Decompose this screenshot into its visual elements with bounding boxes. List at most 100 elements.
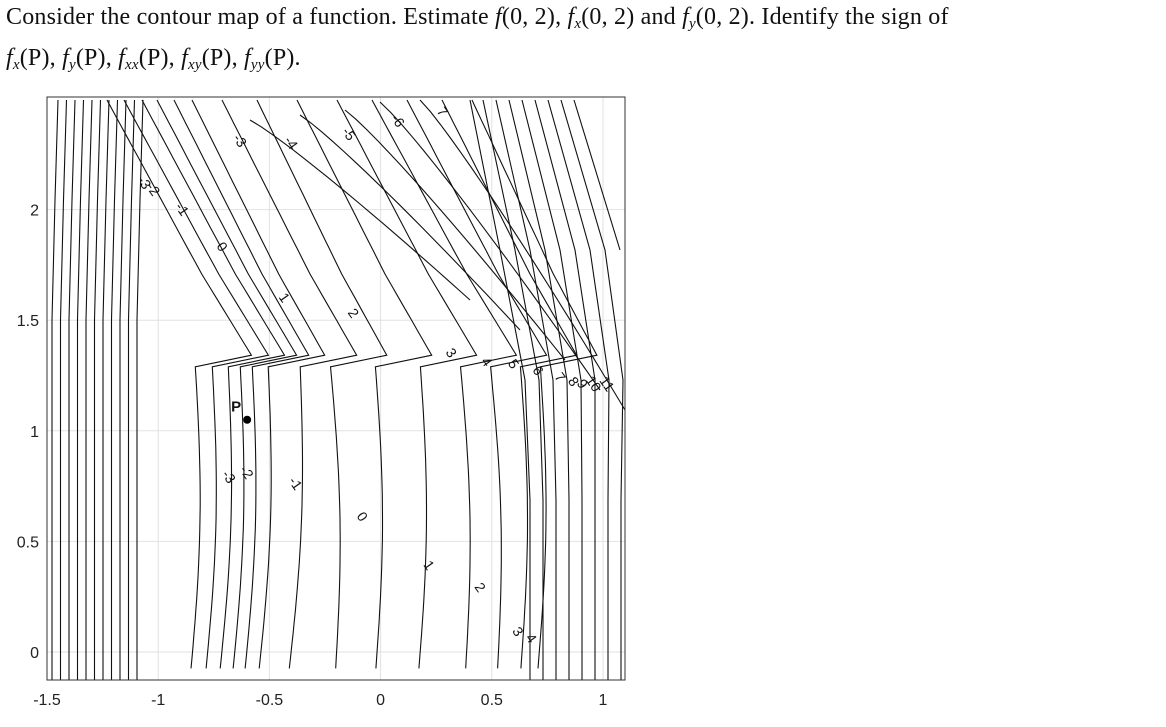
contour-line: [469, 99, 531, 680]
contour-line: [156, 99, 298, 669]
contour-label: -6: [388, 111, 408, 131]
contour-line: [102, 99, 110, 680]
x-tick-labels: -1.5 -1 -0.5 0 0.5 1: [33, 692, 607, 709]
contour-line: [141, 99, 286, 669]
y-tick-label: 0: [30, 645, 39, 662]
question-segment: (0, 2). Identify the sign of: [695, 4, 949, 30]
contour-line: [471, 99, 598, 669]
contour-line: [406, 99, 548, 669]
question-segment: f: [682, 4, 689, 30]
contour-line: [93, 99, 102, 680]
contour-line: [51, 99, 59, 680]
contour-line: [482, 99, 544, 680]
contour-line: [173, 99, 310, 669]
contour-label: -3: [230, 131, 250, 151]
question-segment: f: [181, 45, 188, 71]
y-tick-label: 1: [30, 424, 39, 441]
question-segment: (P),: [19, 45, 63, 71]
question-segment: f: [6, 45, 13, 71]
point-p: P: [231, 399, 252, 424]
question-segment: f: [118, 45, 126, 71]
contour-line: [85, 99, 93, 680]
question-segment: x: [574, 16, 582, 32]
point-p-label: P: [231, 399, 241, 416]
contour-line: [419, 99, 626, 411]
contour-label: 2: [472, 579, 490, 595]
question-line-2: fx(P), fy(P), fxx(P), fxy(P), fyy(P).: [6, 41, 1156, 82]
x-tick-label: 1: [599, 692, 608, 709]
plot-frame: [46, 96, 626, 681]
question-segment: (P),: [201, 45, 245, 71]
contour-label: -2: [237, 462, 257, 482]
contour-label: 0: [354, 509, 372, 525]
question-segment: xy: [187, 57, 202, 73]
question-line-1: Consider the contour map of a function. …: [6, 0, 1156, 41]
x-tick-label: -0.5: [256, 692, 284, 709]
x-tick-label: 0.5: [481, 692, 503, 709]
x-tick-label: 0: [376, 692, 385, 709]
question-segment: (0, 2) and: [581, 4, 683, 30]
contour-line: [299, 114, 521, 331]
contour-line: [371, 99, 518, 669]
question-segment: yy: [250, 57, 265, 73]
contour-label: 5: [505, 356, 523, 372]
contour-line: [508, 99, 570, 680]
point-p-marker: [243, 415, 252, 424]
question-segment: y: [68, 57, 76, 73]
question-segment: f: [567, 4, 575, 30]
y-tick-labels: 0 0.5 1 1.5 2: [17, 203, 39, 662]
x-tick-label: -1.5: [33, 692, 61, 709]
x-tick-label: -1: [151, 692, 165, 709]
contour-line: [110, 99, 119, 680]
contour-label: 3: [509, 624, 527, 640]
contour-label: -3: [219, 467, 239, 487]
question-segment: (P),: [75, 45, 119, 71]
contour-line: [336, 99, 478, 669]
contour-line: [379, 101, 601, 391]
question-segment: x: [12, 57, 20, 73]
question-segment: (P),: [138, 45, 182, 71]
contour-line: [119, 99, 127, 680]
contour-line: [106, 99, 253, 669]
contour-line: [256, 99, 388, 669]
contour-line: [76, 99, 85, 680]
contour-label: 7: [434, 104, 452, 120]
y-tick-label: 0.5: [17, 534, 39, 551]
contour-line: [573, 99, 621, 251]
contour-label: -1: [172, 199, 192, 219]
contour-line: [221, 99, 358, 669]
contour-label: 4: [478, 354, 496, 370]
contour-line: [547, 99, 610, 680]
contour-label: -4: [281, 133, 301, 153]
question-segment: Consider the contour map of a function. …: [6, 4, 496, 30]
contour-line: [127, 99, 136, 680]
contour-line: [534, 99, 596, 680]
contour-line: [68, 99, 76, 680]
contour-line: [59, 99, 68, 680]
contour-label: 4: [523, 630, 541, 646]
contour-line: [296, 99, 433, 669]
question-segment: f: [62, 45, 69, 71]
y-tick-label: 2: [30, 203, 39, 220]
contour-label: 1: [420, 557, 438, 573]
contour-line: [191, 99, 326, 669]
question-segment: xx: [125, 57, 139, 73]
question-segment: (P).: [264, 45, 301, 71]
contour-label: 0: [214, 239, 232, 255]
contour-line: [249, 119, 471, 301]
y-tick-label: 1.5: [17, 313, 39, 330]
contour-label: -5: [339, 124, 359, 144]
contour-line: [123, 99, 270, 669]
contour-line: [344, 109, 566, 361]
contour-line: [495, 99, 557, 680]
contour-lines: [51, 99, 626, 680]
contour-line: [521, 99, 583, 680]
contour-label: 3: [443, 345, 461, 361]
question-segment: f: [495, 4, 502, 30]
contour-line: [136, 99, 144, 680]
contour-label: 2: [345, 305, 363, 321]
contour-line: [560, 99, 624, 680]
question-segment: (0, 2),: [501, 4, 568, 30]
